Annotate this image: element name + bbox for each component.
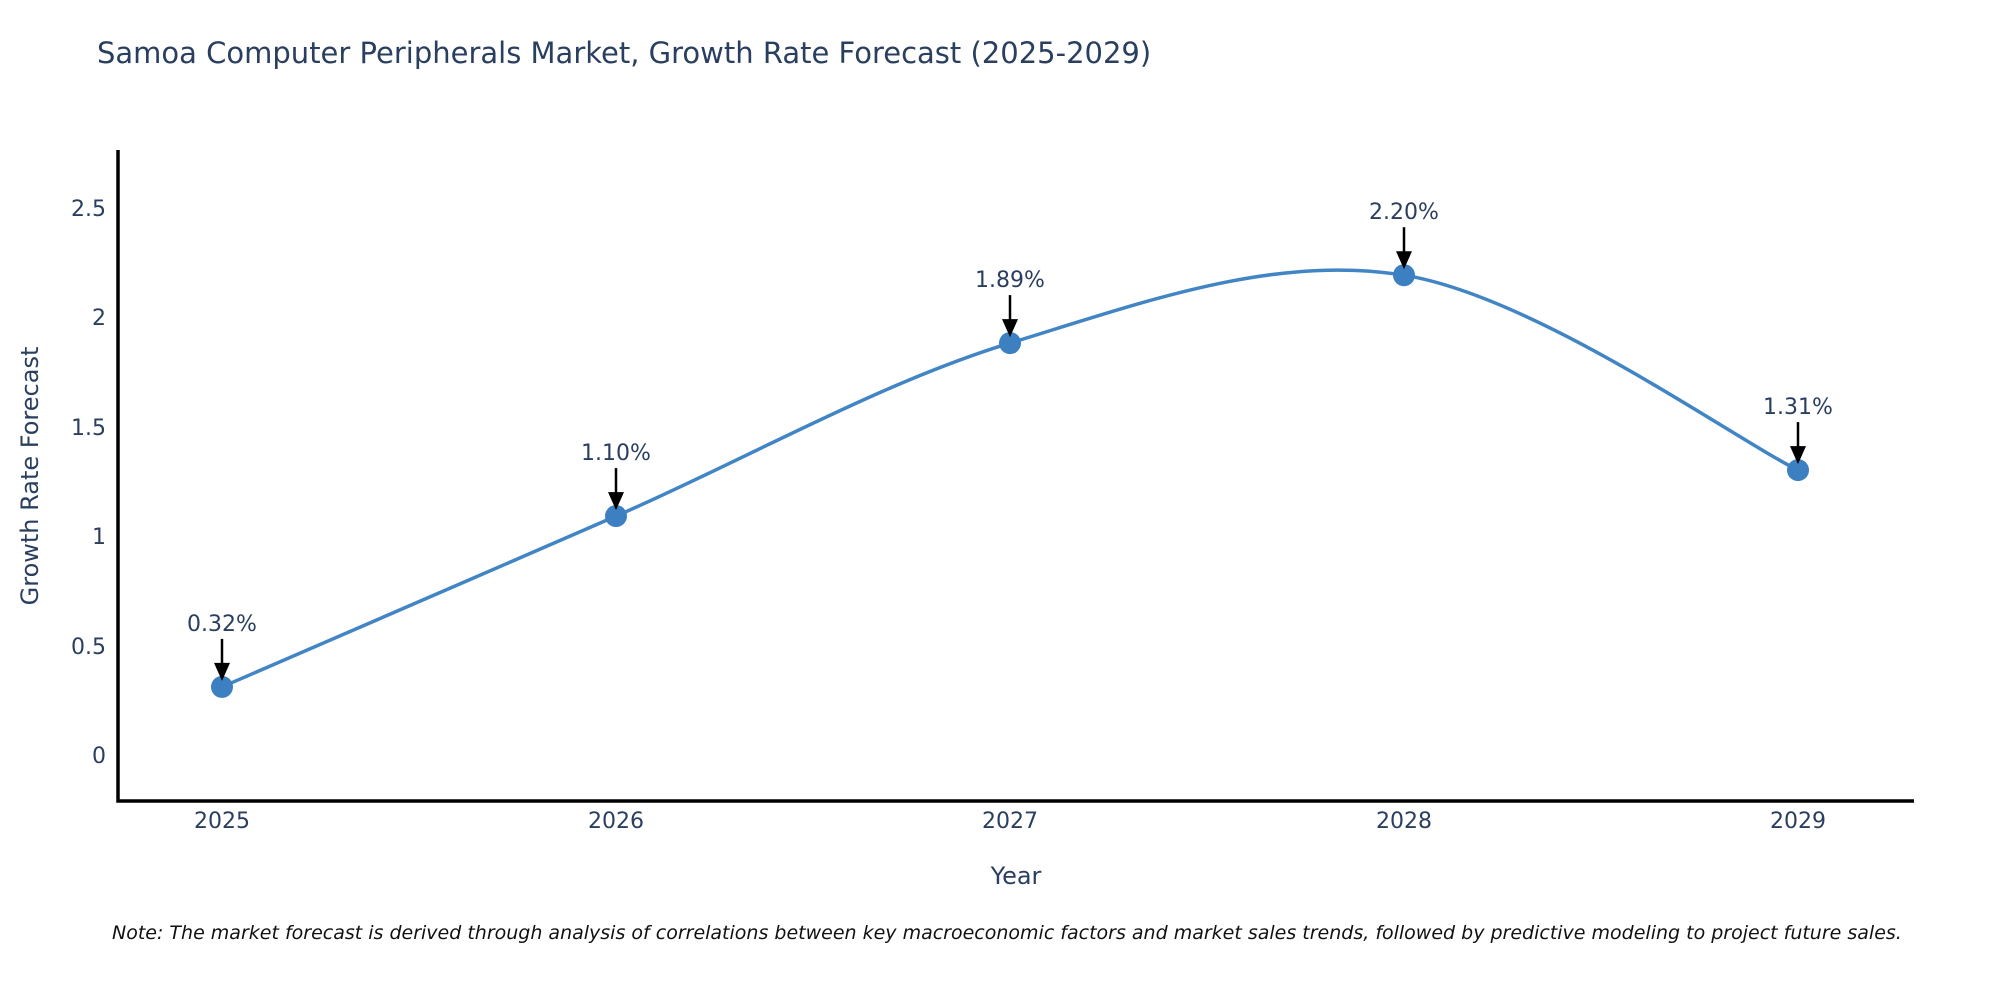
data-point-value-label: 1.10%: [581, 441, 651, 467]
x-tick-label: 2026: [588, 809, 644, 834]
y-tick-label: 2: [92, 306, 106, 331]
x-tick-label: 2028: [1376, 809, 1432, 834]
y-axis-title: Growth Rate Forecast: [16, 346, 44, 606]
y-tick-label: 1: [92, 525, 106, 550]
data-point-value-label: 1.31%: [1763, 395, 1833, 421]
x-tick-label: 2029: [1770, 809, 1826, 834]
annotation-arrowhead: [1002, 319, 1018, 338]
data-point-marker: [1393, 264, 1415, 287]
data-point-marker: [605, 505, 627, 528]
y-tick-label: 0.5: [71, 634, 106, 660]
annotation-arrowhead: [608, 492, 624, 511]
data-point-value-label: 1.89%: [975, 268, 1045, 294]
chart-title: Samoa Computer Peripherals Market, Growt…: [97, 36, 1152, 70]
annotation-arrowhead: [1790, 446, 1806, 465]
data-point-marker: [1787, 459, 1809, 482]
y-tick-label: 1.5: [71, 415, 106, 441]
data-point-value-label: 2.20%: [1369, 200, 1439, 226]
data-point-marker: [999, 332, 1021, 355]
data-point-value-label: 0.32%: [187, 611, 257, 637]
annotation-arrowhead: [1396, 251, 1412, 270]
axis-lines: [116, 150, 1914, 803]
x-tick-label: 2027: [982, 809, 1038, 834]
y-tick-label: 2.5: [71, 196, 106, 222]
x-tick-label: 2025: [194, 809, 250, 834]
y-tick-label: 0: [92, 744, 106, 769]
annotation-arrowhead: [214, 662, 230, 681]
x-axis-title: Year: [990, 862, 1042, 890]
data-point-marker: [211, 675, 233, 698]
footnote: Note: The market forecast is derived thr…: [112, 922, 1902, 944]
